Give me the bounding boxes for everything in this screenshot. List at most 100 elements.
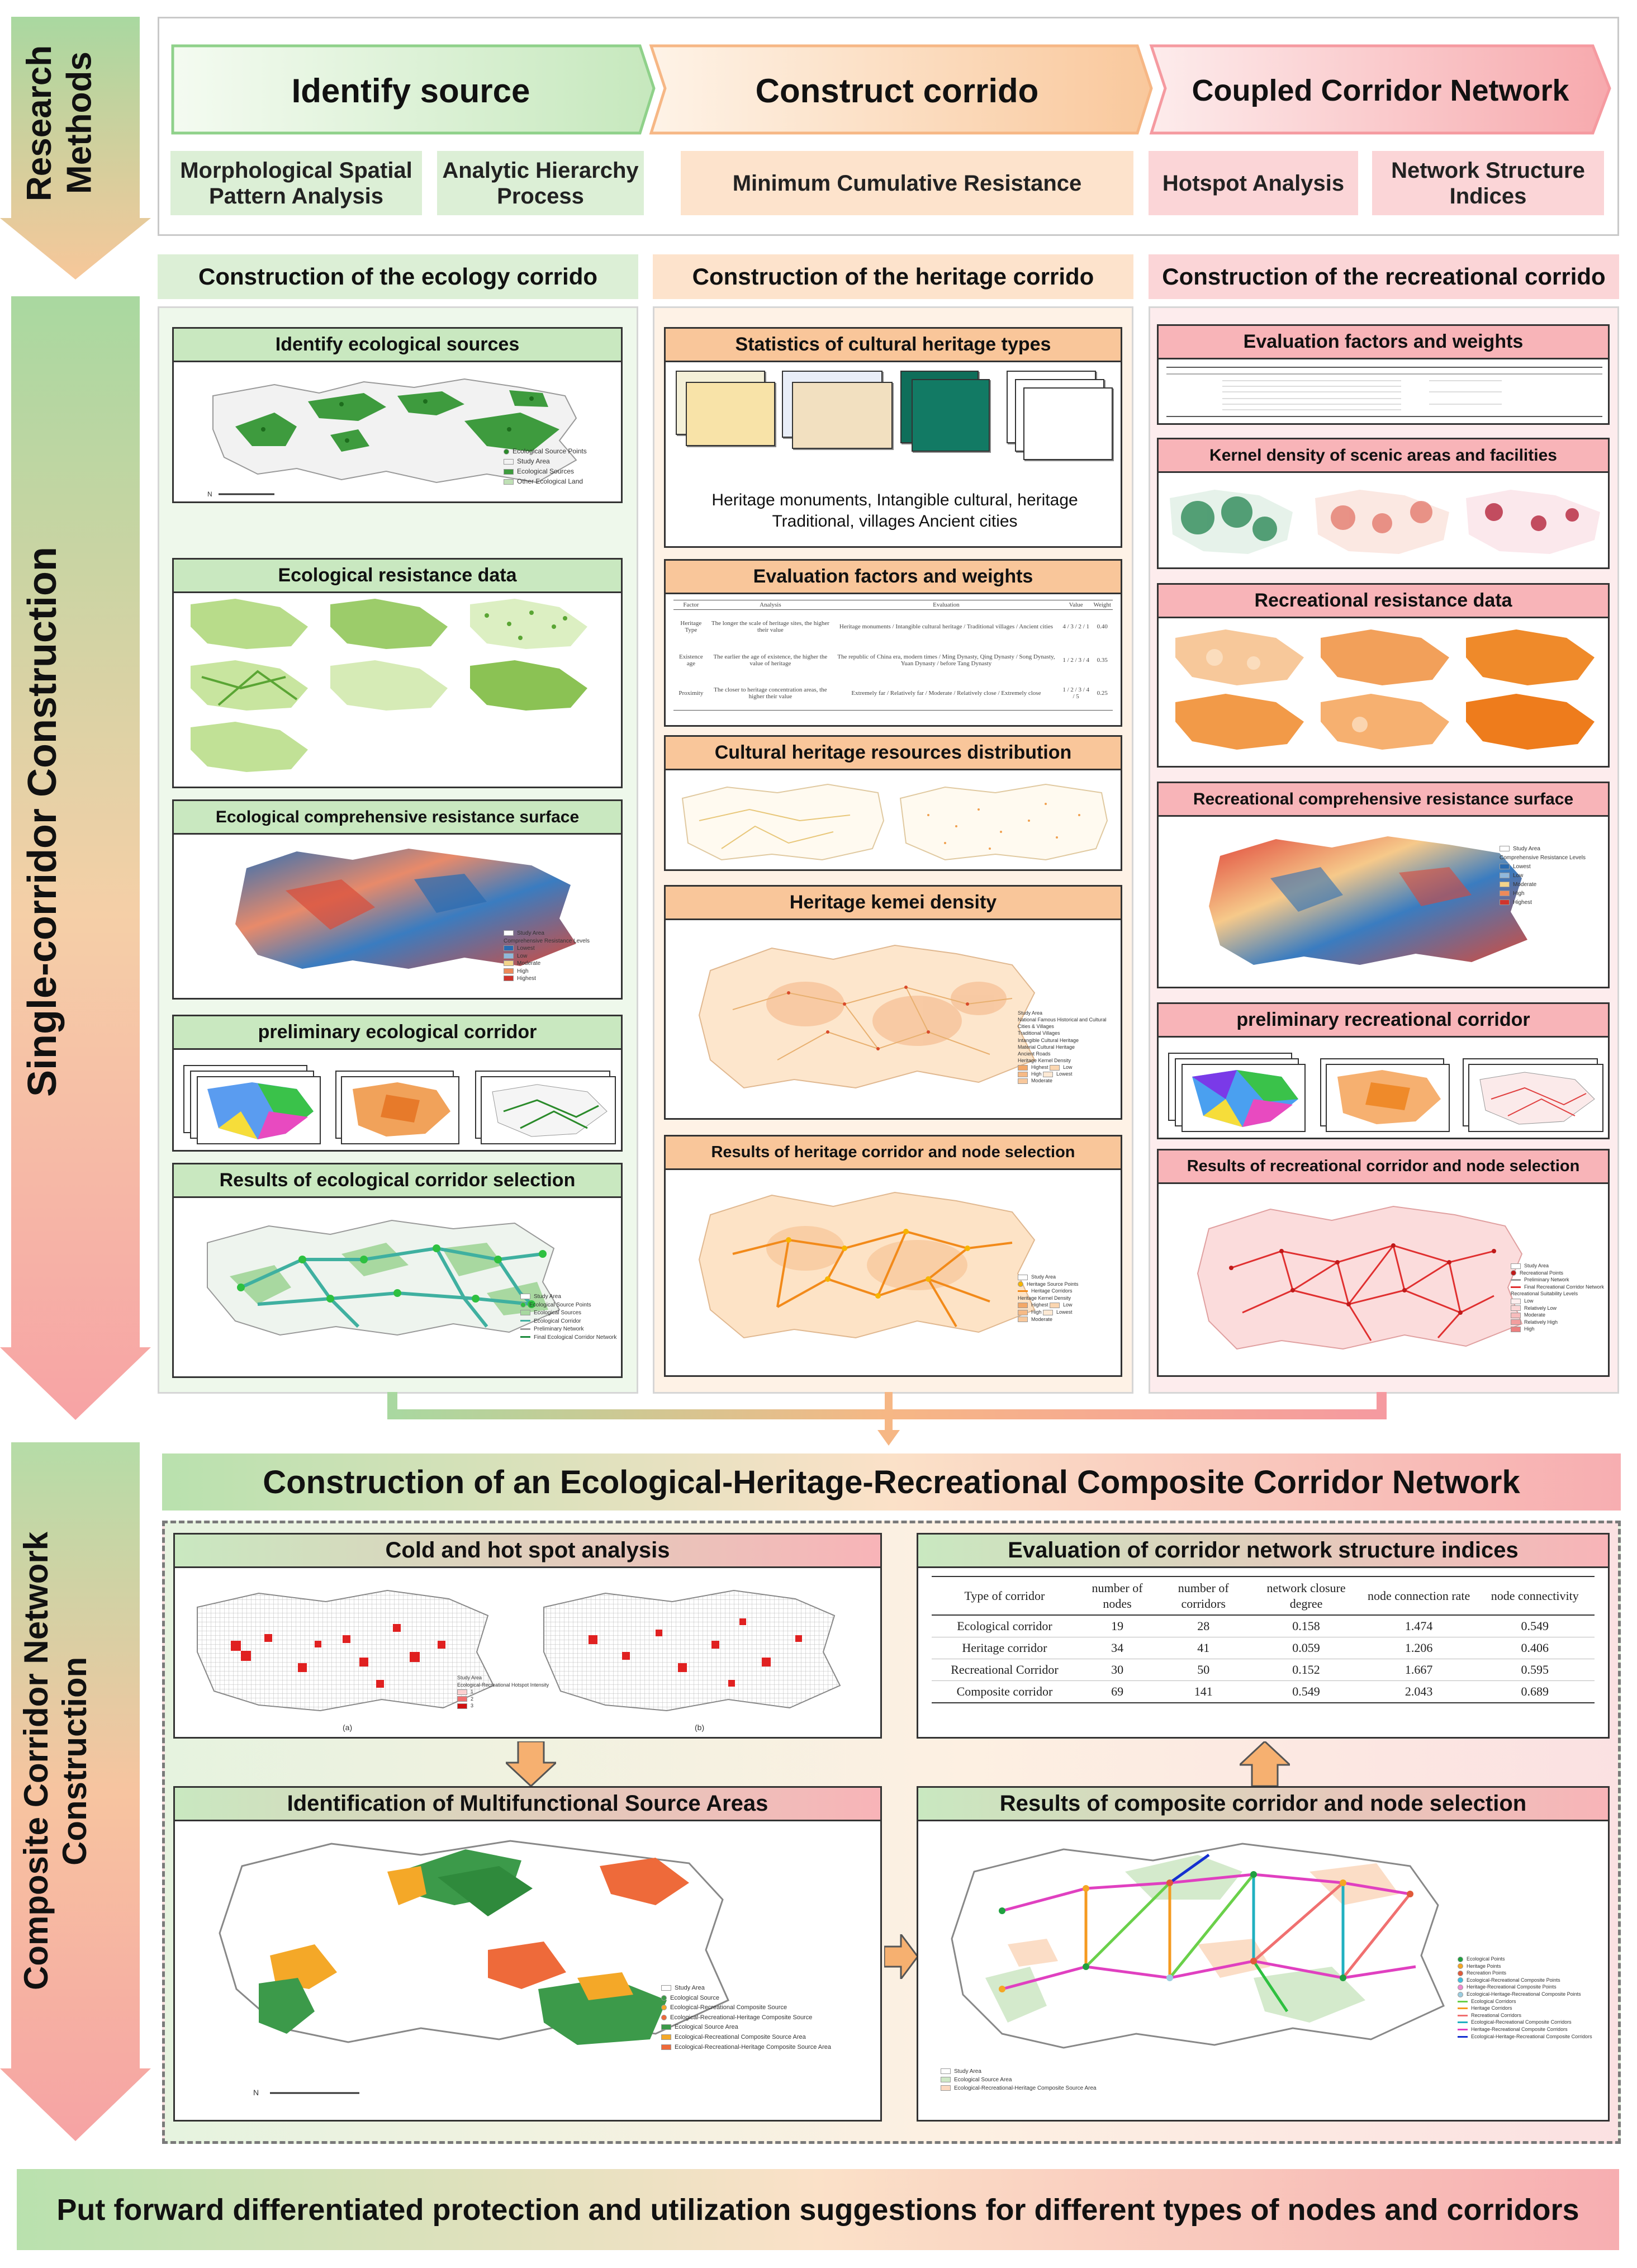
legend-item: Low [1063, 1064, 1073, 1071]
legend-item: Study Area [1513, 846, 1540, 852]
card-title: Results of recreational corridor and nod… [1159, 1150, 1608, 1184]
method-mspa: Morphological Spatial Pattern Analysis [170, 151, 422, 215]
table-cell: 1.206 [1362, 1637, 1475, 1659]
legend-item: Ancient Roads [1018, 1050, 1051, 1057]
legend-item: Recreational Corridors [1471, 2012, 1522, 2018]
table-cell: 141 [1157, 1680, 1250, 1703]
method-hotspot: Hotspot Analysis [1149, 151, 1358, 215]
card-title: Results of composite corridor and node s… [918, 1788, 1608, 1821]
composite-title: Construction of an Ecological-Heritage-R… [162, 1453, 1621, 1511]
card-heritage-corridor-results: Results of heritage corridor and node se… [664, 1135, 1122, 1377]
legend-heritage-results: Study Area Heritage Source Points Herita… [1018, 1273, 1118, 1323]
card-heritage-evaluation: Evaluation factors and weights Factor An… [664, 559, 1122, 727]
card-composite-results: Results of composite corridor and node s… [917, 1786, 1610, 2122]
legend-item: Lowest [1056, 1309, 1073, 1315]
column-header: number of corridors [1157, 1576, 1250, 1616]
column-header: number of nodes [1077, 1576, 1157, 1616]
table-cell: 50 [1157, 1659, 1250, 1681]
legend-item: Comprehensive Resistance Levels [504, 937, 590, 944]
preliminary-recreational-maps [1168, 1053, 1603, 1132]
legend-item: Heritage Corridors [1471, 2005, 1512, 2011]
card-body: (a) (b) Study Area Ecological-Recreation… [175, 1568, 880, 1737]
card-title: preliminary ecological corridor [174, 1016, 621, 1050]
card-body: Study Area Ecological Source Area Ecolog… [918, 1821, 1608, 2120]
legend-item: National Famous Historical and Cultural … [1018, 1017, 1107, 1030]
table-cell: Proximity [673, 676, 709, 711]
chevron-coupled [1149, 44, 1611, 135]
card-heritage-types: Statistics of cultural heritage types He… [664, 327, 1122, 548]
hotspot-label-b: (b) [695, 1723, 704, 1732]
legend-item: Heritage Kernel Density [1018, 1057, 1071, 1063]
table-cell: 41 [1157, 1637, 1250, 1659]
table-cell: Heritage monuments / Intangible cultural… [839, 623, 1054, 630]
legend-item: Relatively Low [1524, 1305, 1557, 1311]
column-header: Type of corridor [932, 1576, 1078, 1616]
card-body [1159, 618, 1608, 766]
card-title: preliminary recreational corridor [1159, 1004, 1608, 1038]
table-cell: Extremely far / Relatively far / Moderat… [832, 676, 1060, 711]
chevron-identify [171, 44, 656, 135]
hotspot-maps: (a) (b) [197, 1589, 841, 1732]
card-body [1159, 1038, 1608, 1138]
legend-item: Final Recreational Corridor Network [1524, 1284, 1605, 1290]
preliminary-ecological-maps [183, 1065, 616, 1144]
legend-item: Ecological Corridor [534, 1318, 581, 1324]
legend-item: Heritage Source Points [1027, 1281, 1079, 1287]
column-header: Value [1060, 600, 1092, 610]
card-hotspot-analysis: Cold and hot spot analysis (a) (b) Study… [173, 1533, 882, 1739]
card-body: Study Area Ecological Source Points Ecol… [174, 1198, 621, 1376]
method-mcr: Minimum Cumulative Resistance [681, 151, 1133, 215]
legend-item: Ecological Source [670, 1994, 720, 2001]
table-cell: 19 [1077, 1615, 1157, 1637]
legend-item: Heritage Points [1467, 1963, 1501, 1969]
stage-label: Research Methods [20, 45, 99, 201]
ecological-resistance-surface-map [235, 849, 576, 969]
card-body [666, 770, 1121, 869]
legend-item: Ecological Source Points [529, 1301, 591, 1308]
table-cell: 0.595 [1475, 1659, 1595, 1681]
card-body: Factor Analysis Evaluation Value Weight … [666, 594, 1121, 725]
table-cell: 28 [1157, 1615, 1250, 1637]
card-title: Recreational resistance data [1159, 585, 1608, 618]
legend-item: High [517, 968, 529, 974]
card-body: Study Area Recreational Points Prelimina… [1159, 1184, 1608, 1375]
card-ecological-comprehensive-resistance: Ecological comprehensive resistance surf… [172, 799, 623, 1000]
legend-item: Heritage-Recreational Composite Points [1467, 1984, 1557, 1990]
table-cell: 1.667 [1362, 1659, 1475, 1681]
legend-item: Study Area [457, 1675, 482, 1680]
legend-item: Ecological-Recreational-Heritage Composi… [675, 2043, 832, 2051]
card-body: Study Area Comprehensive Resistance Leve… [174, 835, 621, 998]
legend-item: 3 [471, 1703, 474, 1709]
card-network-indices: Evaluation of corridor network structure… [917, 1533, 1610, 1739]
card-body: Type of corridor number of nodes number … [918, 1568, 1608, 1737]
legend-item: Recreational Points [1520, 1270, 1564, 1276]
column-head-ecology: Construction of the ecology corrido [158, 254, 638, 299]
recreational-resistance-surface-map [1209, 836, 1527, 965]
table-cell: 4 / 3 / 2 / 1 [1062, 623, 1089, 630]
legend-item: Ecological-Heritage-Recreational Composi… [1471, 2033, 1592, 2039]
recreational-eval-table-thumbnail [1166, 367, 1602, 417]
card-title: Statistics of cultural heritage types [666, 329, 1121, 362]
legend-item: Moderate [1031, 1078, 1053, 1084]
legend-item: Preliminary Network [534, 1326, 584, 1332]
table-cell: 0.549 [1250, 1680, 1363, 1703]
legend-item: Study Area [954, 2068, 981, 2075]
table-cell: 1 / 2 / 3 / 4 / 5 [1060, 676, 1092, 711]
table-cell: 1.474 [1362, 1615, 1475, 1637]
method-network-indices: Network Structure Indices [1372, 151, 1604, 215]
legend-item: Ecological Source Area [954, 2077, 1012, 2083]
legend-item: Study Area [517, 457, 550, 465]
table-cell: 34 [1077, 1637, 1157, 1659]
legend-composite-results-left: Study Area Ecological Source Area Ecolog… [941, 2067, 1097, 2092]
legend-item: Study Area [534, 1294, 561, 1300]
table-cell: 2.043 [1362, 1680, 1475, 1703]
legend-item: High [1031, 1309, 1042, 1315]
legend-item: Ecological Source Points [513, 447, 587, 455]
legend-ecological-resistance: Study Area Comprehensive Resistance Leve… [504, 930, 590, 983]
legend-item: Ecological-Recreational-Heritage Composi… [954, 2085, 1097, 2091]
legend-item: Highest [1031, 1302, 1048, 1308]
network-indices-table: Type of corridor number of nodes number … [932, 1576, 1595, 1703]
card-heritage-density: Heritage kemei density Study Area Nation… [664, 885, 1122, 1120]
card-recreational-kernel-density: Kernel density of scenic areas and facil… [1157, 438, 1610, 569]
composite-results-map [951, 1843, 1445, 2049]
